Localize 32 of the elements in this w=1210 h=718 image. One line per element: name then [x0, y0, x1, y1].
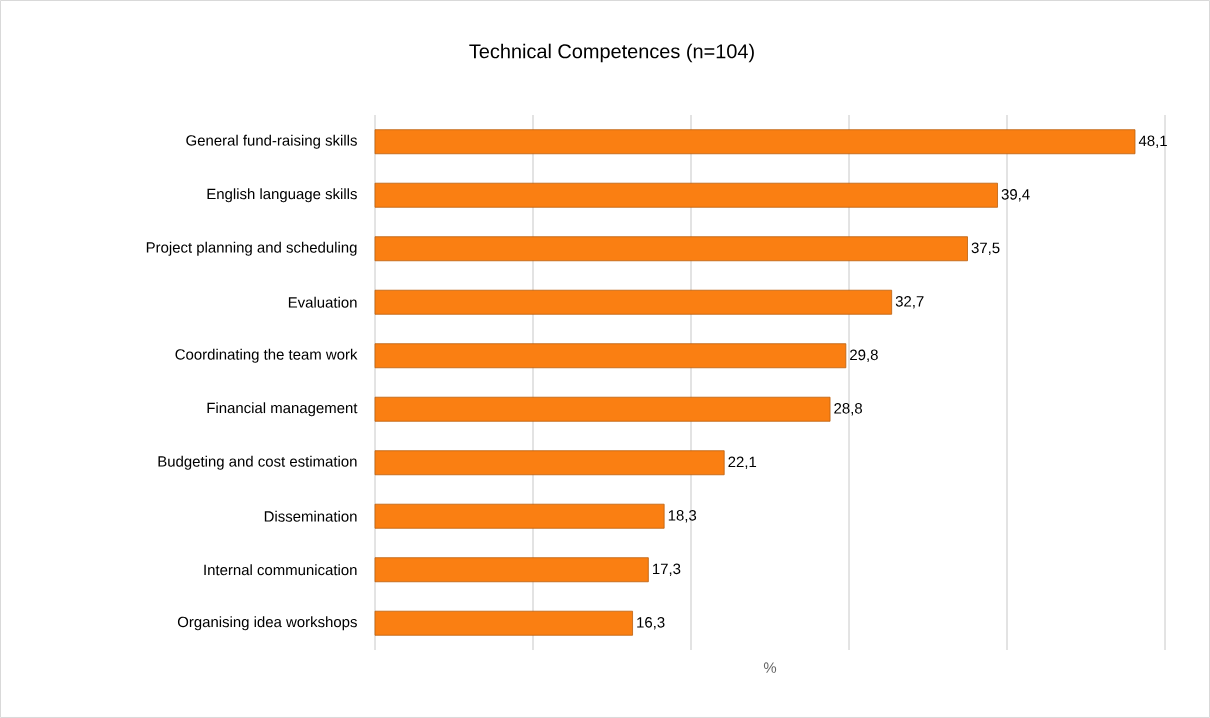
data-label: 32,7: [895, 296, 924, 309]
y-tick-label: English language skills: [207, 188, 357, 203]
data-label: 22,1: [728, 456, 757, 469]
data-label: 29,8: [850, 349, 878, 362]
y-tick-label: General fund-raising skills: [186, 134, 357, 149]
data-label: 28,8: [834, 403, 862, 416]
y-tick-label: Organising idea workshops: [177, 616, 357, 631]
y-tick-label: Evaluation: [288, 296, 357, 308]
bar: [374, 289, 893, 315]
data-label: 17,3: [653, 563, 681, 576]
bar: [374, 129, 1136, 155]
data-label: 18,3: [668, 510, 697, 523]
bar: [374, 396, 831, 422]
bar: [374, 610, 633, 636]
bar: [374, 557, 649, 583]
data-label: 39,4: [1001, 189, 1030, 202]
y-tick-label: Coordinating the team work: [175, 348, 358, 363]
bar: [374, 450, 725, 476]
data-label: 16,3: [637, 617, 665, 630]
bar: [374, 343, 847, 369]
y-tick-label: Dissemination: [264, 510, 357, 522]
y-tick-label: Budgeting and cost estimation: [158, 455, 357, 470]
y-tick-label: Financial management: [207, 402, 358, 417]
data-label: 48,1: [1138, 135, 1167, 148]
bar: [374, 503, 665, 529]
x-axis-title: %: [763, 662, 777, 673]
y-tick-label: Internal communication: [204, 564, 357, 576]
data-label: 37,5: [971, 242, 1000, 255]
bar: [374, 236, 968, 262]
chart-title: Technical Competences (n=104): [469, 43, 754, 63]
bar: [374, 182, 998, 208]
y-tick-label: Project planning and scheduling: [146, 241, 357, 256]
